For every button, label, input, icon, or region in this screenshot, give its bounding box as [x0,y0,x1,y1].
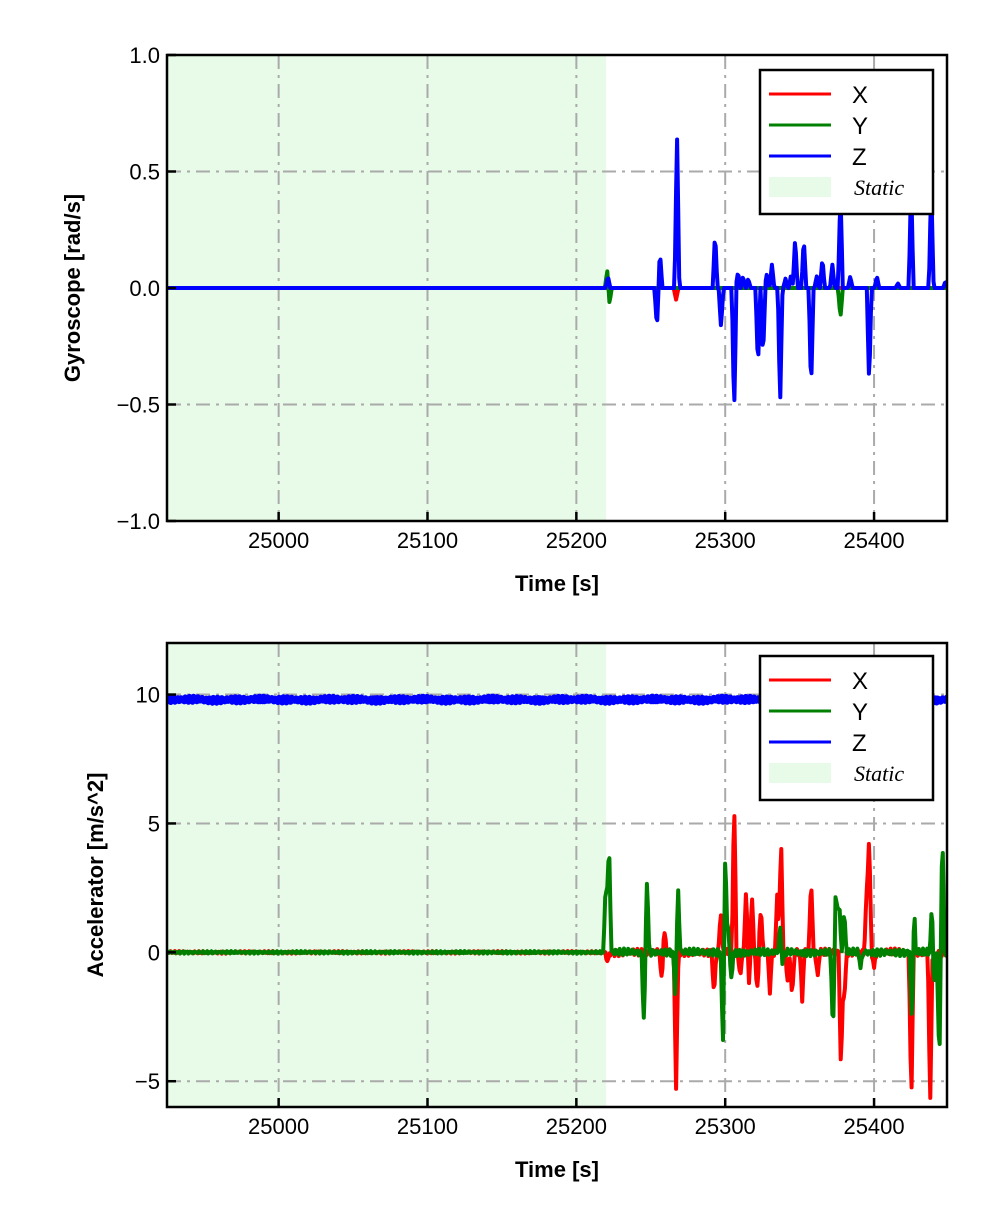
x-tick-label: 25100 [397,1114,458,1139]
x-tick-label: 25400 [843,1114,904,1139]
legend: XYZ Static [758,68,935,216]
legend-swatch-static [769,763,831,783]
axes-frame [165,641,949,1109]
y-tick-label: −5 [135,1069,160,1094]
x-tick-label: 25300 [695,528,756,553]
x-tick-label: 25200 [546,1114,607,1139]
x-tick-label: 25400 [843,528,904,553]
legend: XYZ Static [758,654,935,802]
x-tick-label: 25100 [397,528,458,553]
y-axis-label: Gyroscope [rad/s] [60,194,85,382]
y-axis-label: Accelerator [m/s^2] [83,773,108,978]
x-axis-label: Time [s] [515,571,599,596]
legend-label-y: Y [852,699,868,726]
y-tick-label: 0.0 [129,276,160,301]
y-tick-label: −1.0 [117,509,160,534]
series-line-z [167,137,947,403]
legend-label-z: Z [852,730,867,757]
legend-label-z: Z [852,144,867,171]
legend-swatch-static [769,177,831,197]
series-line-y [167,851,947,1046]
x-axis-label: Time [s] [515,1157,599,1182]
y-tick-label: 0.5 [129,160,160,185]
y-tick-label: −0.5 [117,393,160,418]
x-tick-label: 25000 [248,1114,309,1139]
accelerometer-plot: Time [s] Accelerator [m/s^2] 25000 25100 2… [83,641,949,1182]
x-tick-label: 25200 [546,528,607,553]
x-tick-label: 25000 [248,528,309,553]
legend-label-x: X [852,668,868,695]
x-tick-label: 25300 [695,1114,756,1139]
y-tick-label: 1.0 [129,43,160,68]
legend-label-y: Y [852,113,868,140]
legend-label-static: Static [854,175,904,200]
static-region [167,643,607,1107]
series-group [167,137,947,403]
y-tick-label: 10 [136,683,160,708]
y-tick-label: 5 [148,811,160,836]
legend-label-x: X [852,82,868,109]
gyroscope-plot: Time [s] Gyroscope [rad/s] 25000 25100 252… [60,43,949,596]
legend-label-static: Static [854,761,904,786]
y-tick-label: 0 [148,940,160,965]
